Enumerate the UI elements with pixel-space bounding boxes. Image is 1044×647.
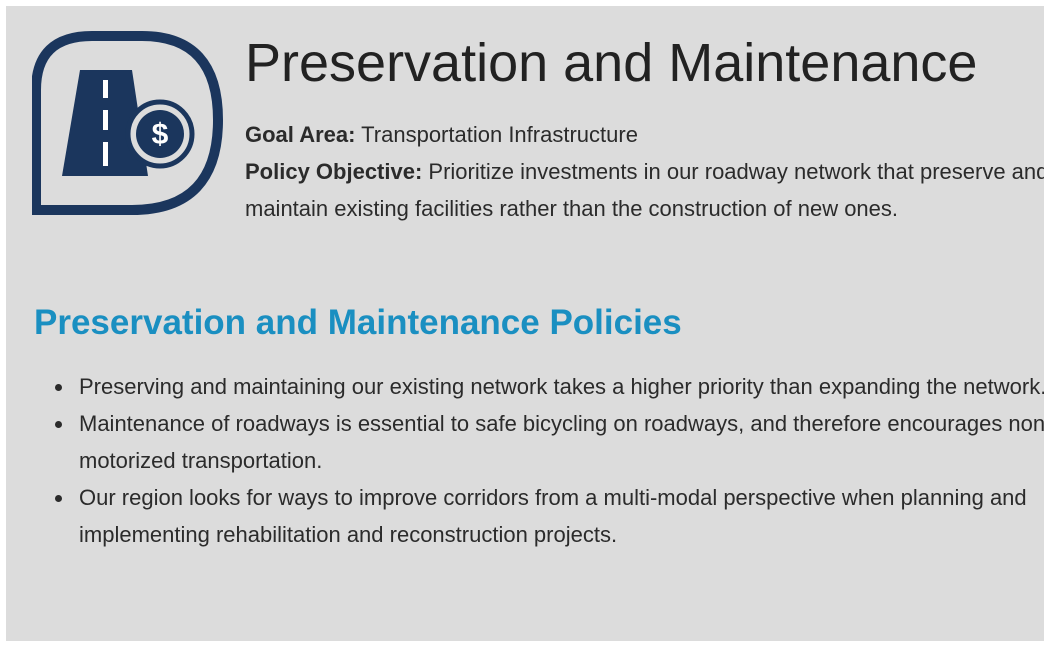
- policy-objective: Policy Objective: Prioritize investments…: [245, 153, 1044, 227]
- policy-item: Maintenance of roadways is essential to …: [75, 405, 1044, 479]
- goal-value: Transportation Infrastructure: [361, 122, 638, 147]
- svg-text:$: $: [152, 118, 169, 151]
- policy-item: Preserving and maintaining our existing …: [75, 368, 1044, 405]
- document: $ Preservation and Maintenance Goal Area…: [6, 6, 1044, 641]
- road-icon: $: [32, 31, 224, 215]
- policy-item: Our region looks for ways to improve cor…: [75, 479, 1044, 553]
- goal-area: Goal Area: Transportation Infrastructure: [245, 116, 1044, 153]
- objective-label: Policy Objective:: [245, 159, 423, 184]
- policy-list: Preserving and maintaining our existing …: [50, 368, 1044, 553]
- title: Preservation and Maintenance: [245, 33, 978, 93]
- goal-block: Goal Area: Transportation Infrastructure…: [245, 116, 1044, 227]
- goal-label: Goal Area:: [245, 122, 356, 147]
- section-heading: Preservation and Maintenance Policies: [34, 303, 682, 342]
- objective-value: Prioritize investments in our roadway ne…: [245, 159, 1044, 221]
